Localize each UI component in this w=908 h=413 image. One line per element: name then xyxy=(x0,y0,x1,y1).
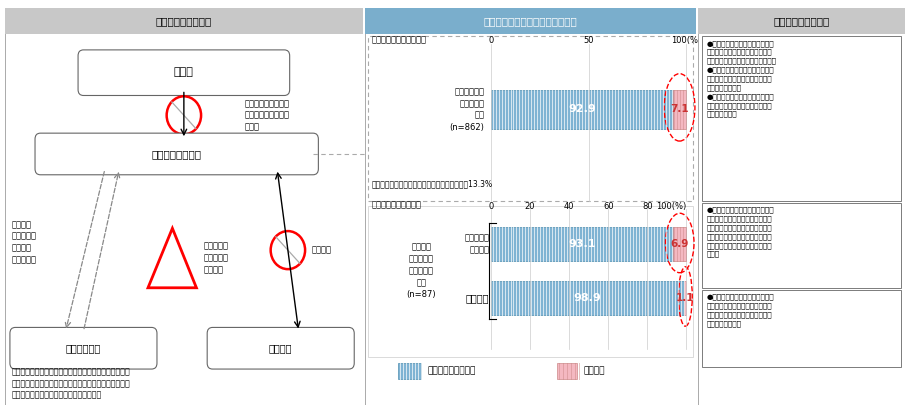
Polygon shape xyxy=(148,228,196,288)
Text: 92.9: 92.9 xyxy=(568,104,596,114)
Text: 家族等の
安否、所在
に関する
問い合わせ: 家族等の 安否、所在 に関する 問い合わせ xyxy=(12,220,36,264)
Bar xyxy=(698,8,905,34)
Text: 7.1: 7.1 xyxy=(670,104,689,114)
Bar xyxy=(685,281,686,315)
Text: 6.9: 6.9 xyxy=(671,239,689,249)
Text: 連携機関: 連携機関 xyxy=(269,343,292,353)
Bar xyxy=(673,90,686,129)
Bar xyxy=(491,90,673,129)
Text: 60: 60 xyxy=(603,202,614,211)
Bar xyxy=(558,363,577,379)
Text: 情報集約
機関による
個人情報の
提供
(n=87): 情報集約 機関による 個人情報の 提供 (n=87) xyxy=(407,243,436,299)
Text: 100(%): 100(%) xyxy=(656,202,686,211)
Text: 情報連携: 情報連携 xyxy=(466,293,489,303)
Text: 0: 0 xyxy=(489,202,494,211)
Bar xyxy=(369,36,693,201)
Text: 個人情報の提供は、被災者自身が自分の情報を自治体や
避難所等の情報集約機関に提供する場合と、情報集約機
関が他の機関等へ情報提供する場合がある: 個人情報の提供は、被災者自身が自分の情報を自治体や 避難所等の情報集約機関に提供… xyxy=(12,367,131,400)
Bar xyxy=(399,363,421,379)
Text: （アンケートより集計）: （アンケートより集計） xyxy=(371,36,427,45)
Text: 1.1: 1.1 xyxy=(676,293,695,303)
Text: 個人情報提供の流れ: 個人情報提供の流れ xyxy=(156,16,212,26)
Text: （インタビューより）: （インタビューより） xyxy=(371,201,421,210)
Text: 遠方の家族等: 遠方の家族等 xyxy=(65,343,101,353)
Text: 避難者名簿、行政手
続きの際の個人情報
の提供: 避難者名簿、行政手 続きの際の個人情報 の提供 xyxy=(245,99,290,132)
Bar xyxy=(703,290,901,367)
Text: 東日本大震災では課題があると回答した人が　13.3%: 東日本大震災では課題があると回答した人が 13.3% xyxy=(371,179,493,188)
Text: ●連携している機関から情報提供
　依頼があったが、収集した情報
　を集約できておらず、提供に時
　間がかかった。: ●連携している機関から情報提供 依頼があったが、収集した情報 を集約できておらず… xyxy=(706,294,775,327)
Bar xyxy=(369,206,693,357)
Text: 80: 80 xyxy=(642,202,653,211)
Text: 93.1: 93.1 xyxy=(568,239,596,249)
Text: 問い合わせ
への対応: 問い合わせ への対応 xyxy=(464,234,489,254)
Bar xyxy=(673,227,686,261)
Bar xyxy=(491,227,673,261)
Bar xyxy=(703,202,901,288)
Text: ●様々な書類に住所や連絡先を書
　かされるが、説明されないので
　何に使われるのかがわからない。
●行政機関の申請で、窓口が異な
　り、何度も個人情報を提供する: ●様々な書類に住所や連絡先を書 かされるが、説明されないので 何に使われるのかが… xyxy=(706,40,776,117)
Text: ●遠方にいる家族から、どこにい
　るか教えてほしいという問い合
　わせがあったが、対応のプロト
　コルが決められていなかったた
　め、問い合わせには応じなかっ
: ●遠方にいる家族から、どこにい るか教えてほしいという問い合 わせがあったが、対… xyxy=(706,206,775,257)
Bar xyxy=(365,8,696,34)
Text: 98.9: 98.9 xyxy=(574,293,601,303)
Text: 具体的な課題の内容: 具体的な課題の内容 xyxy=(774,16,830,26)
Bar xyxy=(5,8,363,34)
FancyBboxPatch shape xyxy=(10,328,157,369)
Text: 40: 40 xyxy=(564,202,575,211)
Text: 0: 0 xyxy=(489,36,494,45)
Text: 被災者による
個人情報の
提供
(n=862): 被災者による 個人情報の 提供 (n=862) xyxy=(449,87,484,132)
Text: 自治体・避難所等: 自治体・避難所等 xyxy=(152,149,202,159)
Text: 提供の判断
が難しく、
課題あり: 提供の判断 が難しく、 課題あり xyxy=(203,242,229,274)
Text: 個人情報提供の提供に関する課題: 個人情報提供の提供に関する課題 xyxy=(484,16,577,26)
Text: 被災者: 被災者 xyxy=(174,67,193,78)
Text: 課題あり: 課題あり xyxy=(584,367,606,375)
FancyBboxPatch shape xyxy=(207,328,354,369)
Text: 情報連携: 情報連携 xyxy=(311,246,331,254)
Text: 20: 20 xyxy=(525,202,536,211)
FancyBboxPatch shape xyxy=(78,50,290,95)
Text: 50: 50 xyxy=(584,36,594,45)
Text: 課題なし・取扱なし: 課題なし・取扱なし xyxy=(428,367,477,375)
FancyBboxPatch shape xyxy=(35,133,319,175)
Bar xyxy=(703,36,901,201)
Text: 100(%): 100(%) xyxy=(671,36,702,45)
Bar xyxy=(491,281,685,315)
